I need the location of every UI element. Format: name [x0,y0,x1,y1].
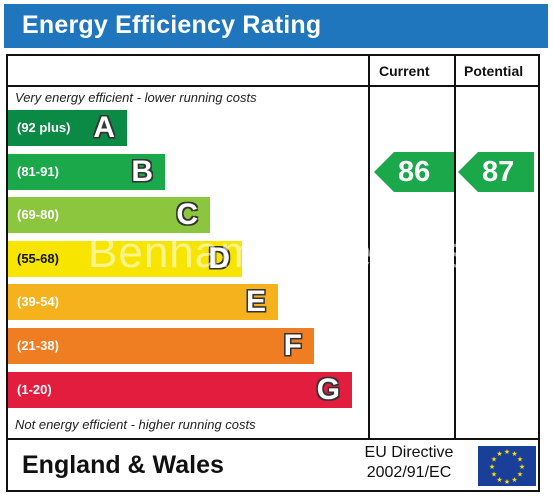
rating-band-letter: F [283,329,302,362]
column-header-current: Current [379,63,430,79]
header-bar: Energy Efficiency Rating [4,4,548,48]
column-header-potential: Potential [464,63,524,79]
rating-band-f: (21-38) F [8,328,314,364]
region-label: England & Wales [22,451,224,479]
rating-band-range: (55-68) [17,250,59,266]
rating-band-range: (92 plus) [17,120,71,135]
rating-table [6,54,540,440]
svg-text:★: ★ [504,478,510,486]
rating-band-range: (81-91) [17,163,59,179]
current-rating-arrow: 86 [374,151,454,192]
rating-band-letter: G [316,372,340,406]
eu-directive-line1: EU Directive [364,444,454,461]
rating-band-range: (39-54) [17,294,59,310]
rating-band-e: (39-54) E [8,284,278,321]
svg-text:★: ★ [496,450,502,458]
rating-band-letter: B [131,154,153,188]
note-very-efficient: Very energy efficient - lower running co… [15,90,257,105]
rating-band-g: (1-20) G [8,371,352,408]
svg-text:★: ★ [511,476,517,484]
svg-text:★: ★ [491,456,497,464]
rating-band-letter: D [208,241,230,275]
rating-band-range: (1-20) [17,381,52,397]
svg-text:★: ★ [517,471,523,479]
svg-text:★: ★ [519,463,525,471]
current-arrow-shape [374,151,454,192]
rating-band-letter: A [93,111,115,144]
rating-band-letter: C [176,198,198,232]
header-row-divider [6,85,540,87]
rating-band-c: (69-80) C [8,197,210,234]
footer: England & Wales EU Directive 2002/91/EC … [6,440,540,492]
rating-band-b: (81-91) B [8,153,165,190]
rating-band-a: (92 plus) A [8,110,127,146]
svg-text:★: ★ [517,456,523,464]
note-not-efficient: Not energy efficient - higher running co… [15,417,256,432]
potential-rating-value: 87 [482,155,515,188]
potential-arrow-shape [458,151,534,192]
current-rating-value: 86 [398,155,431,188]
potential-rating-arrow: 87 [458,151,534,192]
rating-band-range: (69-80) [17,207,59,223]
rating-band-letter: E [245,285,266,319]
svg-text:★: ★ [511,450,517,458]
rating-band-range: (21-38) [17,338,59,353]
page-title: Energy Efficiency Rating [22,11,322,39]
watermark: Benham & Reeves [88,228,470,277]
rating-band-d: (55-68) D [8,240,242,277]
svg-text:★: ★ [489,463,495,471]
eu-directive: EU Directive 2002/91/EC [354,443,464,483]
eu-flag-icon: ★ ★ ★ ★ ★ ★ ★ ★ ★ ★ ★ ★ [478,446,536,486]
svg-text:★: ★ [504,448,510,456]
column-divider-potential [454,54,456,440]
column-divider-current [368,54,370,440]
svg-text:★: ★ [496,476,502,484]
svg-text:★: ★ [491,471,497,479]
eu-directive-line2: 2002/91/EC [366,464,452,481]
